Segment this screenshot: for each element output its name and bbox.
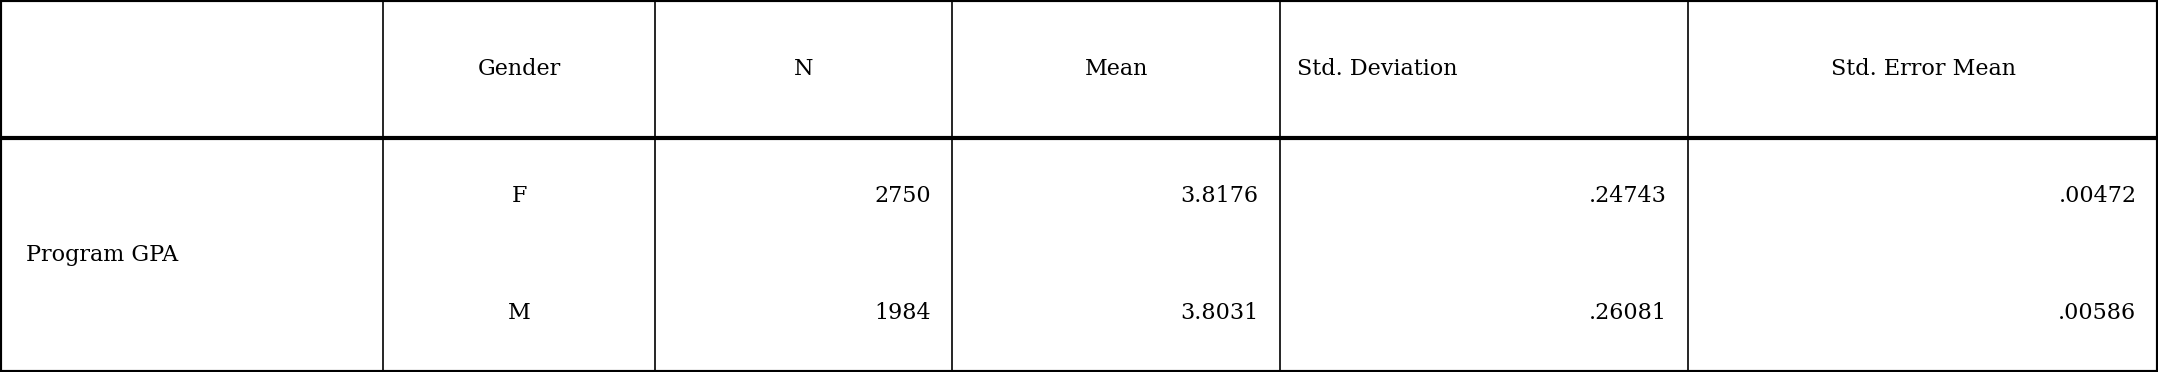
Text: .00586: .00586 (2059, 302, 2136, 324)
Text: 3.8031: 3.8031 (1180, 302, 1258, 324)
Text: Mean: Mean (1085, 58, 1148, 80)
Text: 3.8176: 3.8176 (1180, 185, 1258, 207)
Text: F: F (511, 185, 527, 207)
Text: Program GPA: Program GPA (26, 244, 177, 266)
Text: Gender: Gender (477, 58, 561, 80)
Text: 2750: 2750 (874, 185, 930, 207)
Text: .26081: .26081 (1588, 302, 1666, 324)
Text: 1984: 1984 (874, 302, 930, 324)
Text: .24743: .24743 (1588, 185, 1666, 207)
Text: M: M (507, 302, 531, 324)
Text: Std. Deviation: Std. Deviation (1297, 58, 1457, 80)
Text: .00472: .00472 (2059, 185, 2136, 207)
Text: N: N (794, 58, 814, 80)
Text: Std. Error Mean: Std. Error Mean (1830, 58, 2016, 80)
